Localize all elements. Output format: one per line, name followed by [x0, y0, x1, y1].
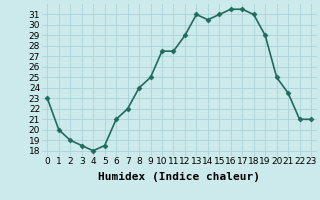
X-axis label: Humidex (Indice chaleur): Humidex (Indice chaleur) [98, 172, 260, 182]
